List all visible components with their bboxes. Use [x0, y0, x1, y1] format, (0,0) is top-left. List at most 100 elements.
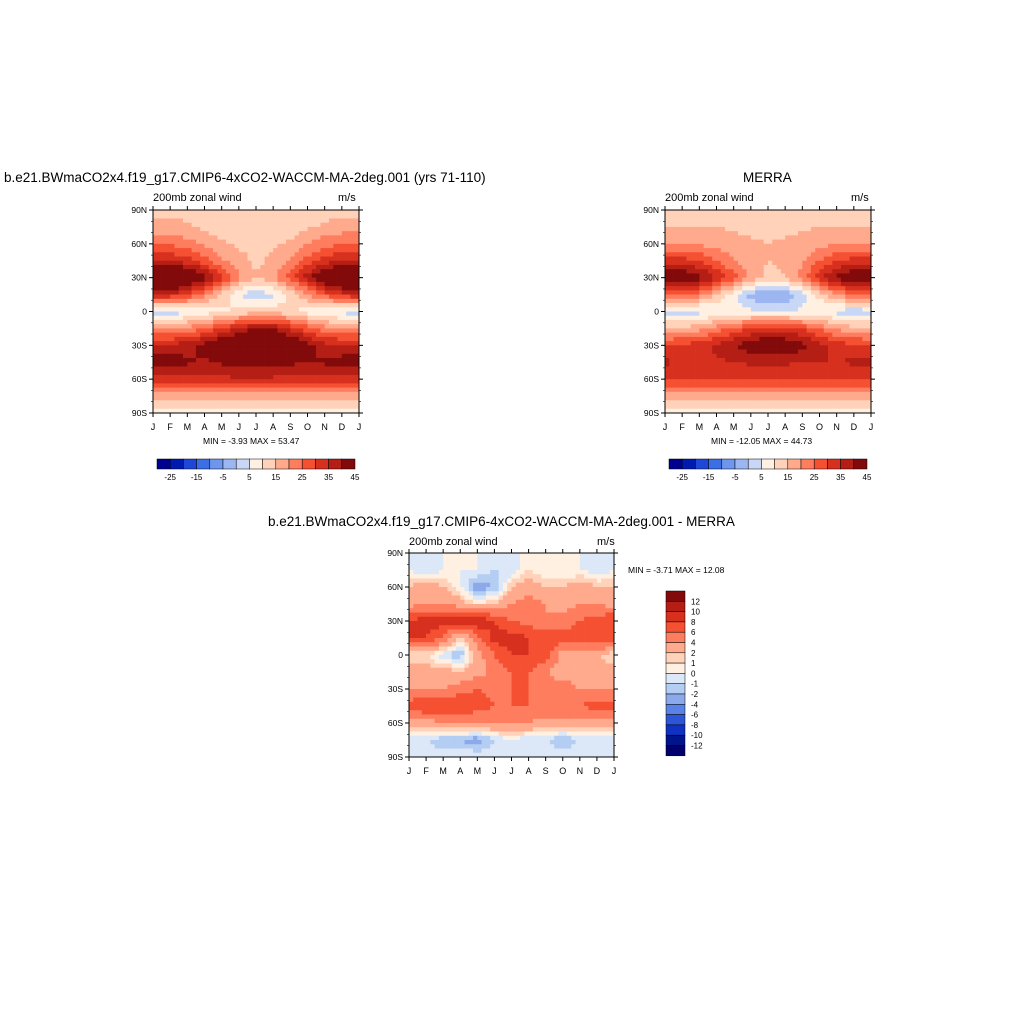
p2-cell — [858, 328, 863, 333]
p1-cell — [328, 324, 334, 329]
p1-cell — [187, 341, 192, 346]
p1-cell — [354, 366, 360, 372]
p1-cell — [333, 374, 338, 380]
p3-cell — [549, 557, 555, 562]
p2-cell — [823, 341, 829, 346]
p2-cell — [810, 341, 816, 346]
p1-cell — [234, 222, 240, 228]
p2-cell — [802, 239, 807, 245]
p2-cell — [665, 210, 670, 215]
p2-cell — [862, 374, 868, 380]
p3-cell — [460, 553, 465, 558]
p2-cell — [819, 319, 825, 325]
p2-cell — [862, 239, 868, 245]
p1-cell — [354, 235, 360, 240]
p2-cell — [793, 358, 799, 363]
p2-cell — [707, 281, 713, 287]
p2-cell — [737, 353, 743, 359]
p3-cell — [596, 557, 602, 562]
p1-cell — [243, 383, 248, 388]
p2-cell — [720, 358, 726, 363]
p2-cell — [785, 286, 790, 291]
p1-cell — [256, 256, 261, 262]
p3-cell — [498, 553, 504, 558]
p1-cell — [281, 362, 287, 367]
p2-cell — [720, 353, 726, 359]
p2-cell — [755, 408, 760, 414]
p2-cell — [682, 379, 687, 384]
p2-cell — [737, 226, 743, 232]
p2-cell — [828, 383, 833, 388]
p1-cell — [183, 408, 188, 414]
p1-cell — [350, 358, 356, 363]
p1-cell — [316, 303, 321, 308]
p1-cell — [204, 231, 210, 236]
p1-cell — [260, 400, 265, 405]
p2-cell — [695, 374, 700, 380]
p2-cell — [832, 396, 838, 401]
p1-cell — [268, 281, 274, 287]
p2-cell — [729, 374, 735, 380]
p1-cell — [225, 277, 231, 283]
p2-cell — [759, 408, 765, 414]
p1-cell — [187, 404, 192, 410]
p1-cell — [286, 214, 291, 219]
p2-cell — [798, 404, 803, 410]
p2-cell — [798, 256, 803, 262]
p2-cell — [849, 396, 855, 401]
p1-cell — [213, 387, 218, 393]
p2-cell — [712, 298, 717, 304]
p2-cell — [823, 328, 829, 333]
p1-cell — [217, 370, 223, 376]
p2-cell — [733, 243, 739, 249]
p2-cell — [845, 256, 850, 262]
p2-cell — [763, 404, 769, 410]
p2-cell — [707, 307, 713, 312]
p1-cell — [234, 286, 240, 291]
p2-cell — [810, 252, 816, 257]
p1-cell — [195, 311, 201, 317]
p2-cell — [798, 374, 803, 380]
p2-xtick-label: A — [713, 422, 719, 432]
p2-cell — [746, 286, 752, 291]
p1-cell — [208, 248, 214, 253]
p2-cell — [720, 379, 726, 384]
p1-cell — [316, 315, 321, 321]
p2-cell — [853, 362, 859, 367]
p1-cell — [337, 315, 343, 321]
p2-cell — [695, 336, 700, 342]
p1-cell — [200, 311, 205, 317]
p1-cell — [341, 243, 347, 249]
p1-cell — [260, 315, 265, 321]
p1-cell — [170, 332, 175, 338]
p1-cell — [178, 256, 184, 262]
p1-cell — [354, 273, 360, 279]
p1-cell — [260, 218, 265, 224]
p1-cell — [238, 370, 244, 376]
p2-cell — [802, 345, 807, 350]
p2-cell — [716, 366, 722, 372]
p2-cell — [849, 391, 855, 397]
p1-cell — [221, 353, 227, 359]
p2-cell — [866, 243, 872, 249]
p1-cell — [264, 264, 270, 270]
p2-cell — [832, 231, 838, 236]
p1-cell — [298, 383, 304, 388]
p2-cell — [669, 231, 674, 236]
p1-cell — [333, 345, 338, 350]
p1-cell — [281, 387, 287, 393]
p1-cell — [333, 256, 338, 262]
p2-cell — [806, 243, 812, 249]
p2-cell — [785, 260, 790, 266]
p3-cell — [473, 561, 478, 567]
p2-cell — [793, 290, 799, 295]
p1-cell — [350, 235, 356, 240]
p2-cell — [673, 319, 679, 325]
p2-cell — [707, 273, 713, 279]
p2-cell — [806, 281, 812, 287]
p1-cell — [208, 362, 214, 367]
p1-cell — [170, 387, 175, 393]
p2-cell — [845, 298, 850, 304]
p1-cell — [354, 210, 360, 215]
p2-cell — [785, 277, 790, 283]
